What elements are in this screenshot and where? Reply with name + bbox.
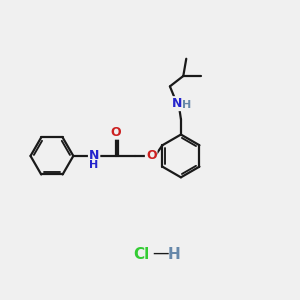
Text: O: O — [146, 149, 157, 162]
Text: O: O — [110, 126, 121, 139]
Text: N: N — [89, 149, 99, 162]
Text: H: H — [167, 247, 180, 262]
Text: —: — — [152, 244, 169, 262]
Text: Cl: Cl — [133, 247, 149, 262]
Text: H: H — [182, 100, 191, 110]
Text: H: H — [89, 160, 99, 170]
Text: N: N — [172, 97, 182, 110]
